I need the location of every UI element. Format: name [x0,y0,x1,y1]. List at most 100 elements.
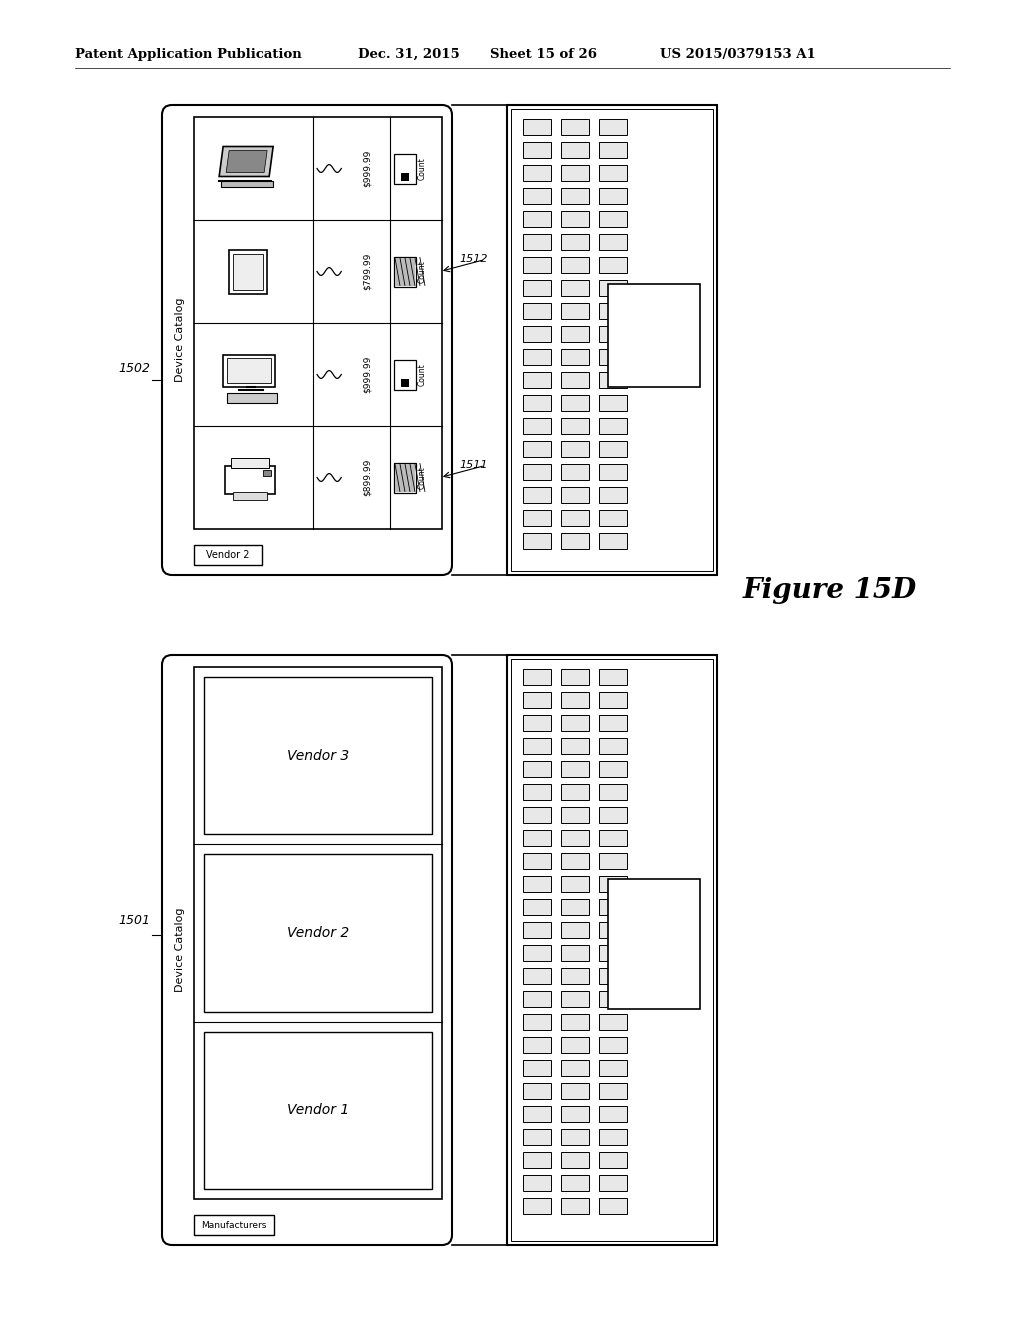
Bar [394,359,416,389]
Bar [599,372,627,388]
Bar [523,945,551,961]
Bar [561,418,589,434]
Text: $999.99: $999.99 [364,356,372,393]
Bar [608,879,700,1008]
Bar [561,738,589,754]
Bar [231,458,269,467]
Text: Device Catalog: Device Catalog [175,298,185,383]
Bar [561,784,589,800]
Bar [395,257,415,285]
Bar [523,876,551,892]
Bar [599,921,627,939]
Bar [561,853,589,869]
Bar [523,326,551,342]
Text: 1512: 1512 [459,255,487,264]
Bar [523,441,551,457]
Bar [599,533,627,549]
Bar [561,510,589,525]
Bar [599,418,627,434]
Bar [511,110,713,572]
Bar [561,921,589,939]
Bar [561,119,589,135]
Bar [561,465,589,480]
Bar [599,715,627,731]
Bar [561,533,589,549]
Bar [599,165,627,181]
Bar [599,487,627,503]
Bar [561,1199,589,1214]
Bar [561,876,589,892]
Bar [599,991,627,1007]
Bar [599,510,627,525]
Bar [599,187,627,205]
Bar [401,173,409,181]
Bar [523,762,551,777]
Bar [561,348,589,366]
Bar [401,379,409,387]
Bar [599,1038,627,1053]
Bar [194,545,262,565]
Bar [523,1152,551,1168]
Bar [523,119,551,135]
Bar [511,659,713,1241]
Bar [523,738,551,754]
Bar [227,392,278,403]
Bar [523,211,551,227]
Bar [599,692,627,708]
Text: Count: Count [418,363,426,385]
Bar [561,1014,589,1030]
Bar [561,441,589,457]
Bar [561,1038,589,1053]
Polygon shape [219,147,273,177]
Bar [561,326,589,342]
Bar [599,669,627,685]
Bar [523,280,551,296]
Bar [523,165,551,181]
Bar [523,533,551,549]
Bar [561,1152,589,1168]
Bar [599,830,627,846]
Bar [561,304,589,319]
Bar [599,807,627,822]
Bar [223,355,275,387]
Bar [523,830,551,846]
Bar [561,280,589,296]
Bar [507,655,717,1245]
Bar [523,921,551,939]
Bar [561,899,589,915]
Bar [523,715,551,731]
Bar [599,1014,627,1030]
Bar [599,738,627,754]
Bar [599,1199,627,1214]
Bar [561,1060,589,1076]
Bar [561,669,589,685]
Text: Count: Count [418,157,426,180]
Bar [599,1106,627,1122]
Bar [561,165,589,181]
Text: Device Catalog: Device Catalog [175,908,185,993]
Bar [523,187,551,205]
Text: $999.99: $999.99 [364,149,372,187]
Bar [599,257,627,273]
Bar [561,487,589,503]
Bar [561,692,589,708]
Text: 1501: 1501 [118,913,150,927]
Bar [233,491,267,499]
Bar [561,143,589,158]
Bar [523,669,551,685]
Bar [599,853,627,869]
Bar [599,234,627,249]
Bar [599,1129,627,1144]
Bar [204,1032,432,1189]
Bar [599,143,627,158]
Bar [229,249,267,293]
Bar [394,153,416,183]
Bar [523,487,551,503]
Bar [194,667,442,1199]
Bar [561,1175,589,1191]
Text: Vendor 2: Vendor 2 [287,927,349,940]
Bar [194,117,442,529]
Bar [608,284,700,387]
Text: Manufacturers: Manufacturers [202,1221,266,1229]
Bar [599,876,627,892]
